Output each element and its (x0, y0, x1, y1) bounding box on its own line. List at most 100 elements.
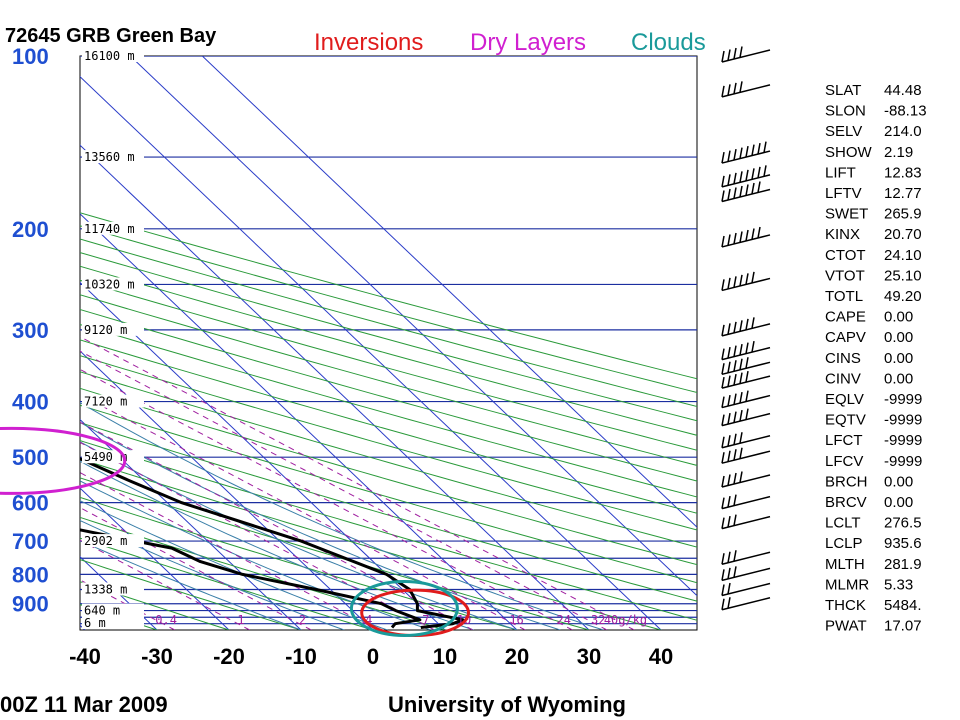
wind-barb-flag (733, 566, 737, 578)
wind-barb-flag (721, 414, 725, 426)
pressure-tick-label: 100 (12, 44, 49, 69)
dry-adiabat-line (80, 559, 302, 630)
index-value: 265.9 (884, 206, 922, 223)
pressure-tick-label: 500 (12, 445, 49, 470)
wind-barb-flag (727, 188, 731, 201)
wind-barb-staff (721, 450, 771, 464)
mixing-ratio-label: 24 (557, 613, 571, 627)
index-name: LFCT (825, 432, 863, 449)
mixing-ratio-line (80, 441, 435, 630)
dry-adiabat-line (80, 252, 697, 422)
wind-barb-flag (745, 390, 749, 402)
wind-barb-flag (757, 181, 761, 193)
wind-barb-flag (721, 151, 725, 164)
height-label-bg (82, 450, 144, 464)
dry-adiabat-line (80, 238, 697, 407)
wind-barb-flag (745, 273, 749, 285)
index-name: EQLV (825, 391, 864, 408)
wind-barb-flag (739, 343, 743, 356)
height-label-bg (82, 603, 144, 617)
wind-barb (721, 514, 771, 530)
wind-barb-flag (751, 144, 755, 156)
wind-barb-flag (745, 408, 749, 420)
index-value: 0.00 (884, 370, 913, 387)
moist-adiabat-line (80, 402, 604, 630)
wind-barb-flag (763, 141, 767, 153)
wind-barb-flag (727, 150, 731, 162)
wind-barb-staff (721, 474, 771, 488)
index-name: VTOT (825, 267, 865, 284)
wind-barb (721, 550, 771, 566)
index-name: BRCV (825, 494, 867, 511)
dry-adiabat-line (80, 404, 697, 584)
wind-barb-flag (733, 374, 737, 386)
wind-barb-flag (727, 582, 731, 595)
index-name: LIFT (825, 164, 856, 181)
dewpoint-trace (80, 528, 422, 629)
index-value: 17.07 (884, 618, 922, 635)
wind-barb-flag (721, 569, 725, 581)
wind-barb (721, 340, 771, 361)
wind-barb-flag (733, 433, 737, 445)
wind-barb-flag (721, 324, 725, 337)
wind-barb-flag (733, 411, 737, 423)
wind-barb-flag (739, 320, 743, 332)
index-value: -9999 (884, 391, 922, 408)
wind-barb (721, 181, 771, 203)
dry-adiabat-line (80, 371, 697, 548)
index-name: CAPE (825, 309, 866, 326)
height-label: 1338 m (84, 582, 127, 596)
mixing-ratio-line (80, 350, 608, 630)
index-value: -9999 (884, 432, 922, 449)
wind-barb-flag (733, 449, 737, 461)
index-value: 44.48 (884, 82, 922, 99)
index-name: EQTV (825, 412, 866, 429)
temperature-tick-label: 20 (505, 644, 529, 669)
height-label: 16100 m (84, 49, 135, 63)
wind-barb (721, 566, 771, 582)
wind-barb-flag (751, 168, 755, 180)
wind-barb-flag (739, 147, 743, 159)
dry-adiabat-line (80, 477, 590, 630)
wind-barb (721, 597, 771, 611)
index-value: -9999 (884, 412, 922, 429)
wind-barb (721, 432, 771, 449)
pressure-tick-label: 900 (12, 592, 49, 617)
index-value: -9999 (884, 453, 922, 470)
wind-barb-flag (751, 182, 755, 195)
mixing-ratio-label: 0.4 (155, 613, 177, 627)
wind-barb (721, 371, 771, 389)
wind-barb-flag (745, 371, 749, 383)
index-value: 214.0 (884, 123, 922, 140)
index-name: LFCV (825, 453, 863, 470)
wind-barb-flag (727, 323, 731, 335)
height-label: 7120 m (84, 395, 127, 409)
wind-barb (721, 81, 771, 98)
wind-barb-flag (751, 271, 755, 284)
wind-barb-staff (721, 49, 771, 63)
mixing-ratio-label: 16 (509, 613, 523, 627)
wind-barb (721, 494, 771, 510)
height-label-bg (82, 150, 144, 164)
wind-barb-flag (733, 232, 737, 245)
index-name: CINV (825, 370, 861, 387)
wind-barb (721, 447, 771, 464)
station-title: 72645 GRB Green Bay (5, 25, 217, 47)
index-value: 5484. (884, 597, 922, 614)
wind-barb-staff (721, 515, 771, 530)
wind-barb-flag (727, 277, 731, 290)
wind-barb-flag (739, 81, 743, 93)
mixing-ratio-line (80, 336, 635, 630)
index-value: 281.9 (884, 556, 922, 573)
wind-barb-staff (721, 551, 771, 566)
index-name: THCK (825, 597, 866, 614)
index-name: LCLT (825, 515, 861, 532)
index-name: TOTL (825, 288, 863, 305)
index-value: 12.77 (884, 185, 922, 202)
wind-barb-flag (751, 340, 755, 353)
wind-barb-flag (757, 226, 761, 239)
wind-barb-flag (721, 517, 725, 529)
wind-barb-flag (733, 550, 737, 562)
